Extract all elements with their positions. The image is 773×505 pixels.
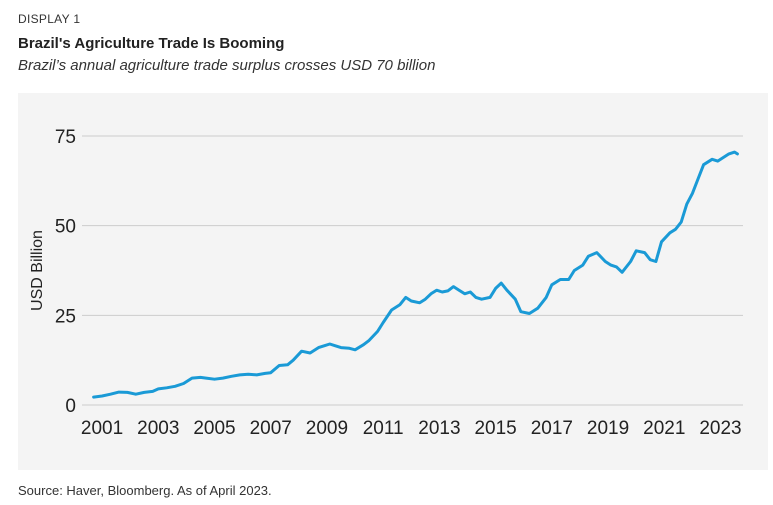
chart-panel: 0 25 50 75 2001 2003 2005 2007 2009 2011 2013 2015… xyxy=(18,93,768,470)
source-note: Source: Haver, Bloomberg. As of April 20… xyxy=(18,483,272,498)
x-tick-label: 2023 xyxy=(699,418,741,439)
gridlines xyxy=(82,135,743,406)
x-tick-label: 2017 xyxy=(531,418,573,439)
x-tick-label: 2003 xyxy=(137,418,179,439)
x-axis-ticks: 2001 2003 2005 2007 2009 2011 2013 2015 2017 2019… xyxy=(81,418,742,439)
y-tick-label: 75 xyxy=(55,127,76,148)
y-tick-label: 50 xyxy=(55,217,76,238)
x-tick-label: 2019 xyxy=(587,418,629,439)
x-tick-label: 2001 xyxy=(81,418,123,439)
series-layer xyxy=(92,150,739,399)
x-tick-label: 2021 xyxy=(643,418,685,439)
y-axis-ticks: 0 25 50 75 xyxy=(55,127,76,417)
x-tick-label: 2013 xyxy=(418,418,460,439)
y-tick-label: 25 xyxy=(55,306,76,327)
x-tick-label: 2005 xyxy=(193,418,235,439)
chart-title: Brazil's Agriculture Trade Is Booming xyxy=(18,35,285,52)
y-tick-label: 0 xyxy=(65,396,76,417)
series-line-0 xyxy=(92,150,739,399)
chart-subtitle: Brazil’s annual agriculture trade surplu… xyxy=(18,57,436,74)
x-tick-label: 2009 xyxy=(306,418,348,439)
x-tick-label: 2011 xyxy=(363,418,404,439)
display-label: DISPLAY 1 xyxy=(18,12,81,26)
x-tick-label: 2007 xyxy=(250,418,292,439)
x-tick-label: 2015 xyxy=(474,418,516,439)
y-axis-title: USD Billion xyxy=(29,230,46,311)
line-chart: 0 25 50 75 2001 2003 2005 2007 2009 2011 2013 2015… xyxy=(29,127,743,439)
